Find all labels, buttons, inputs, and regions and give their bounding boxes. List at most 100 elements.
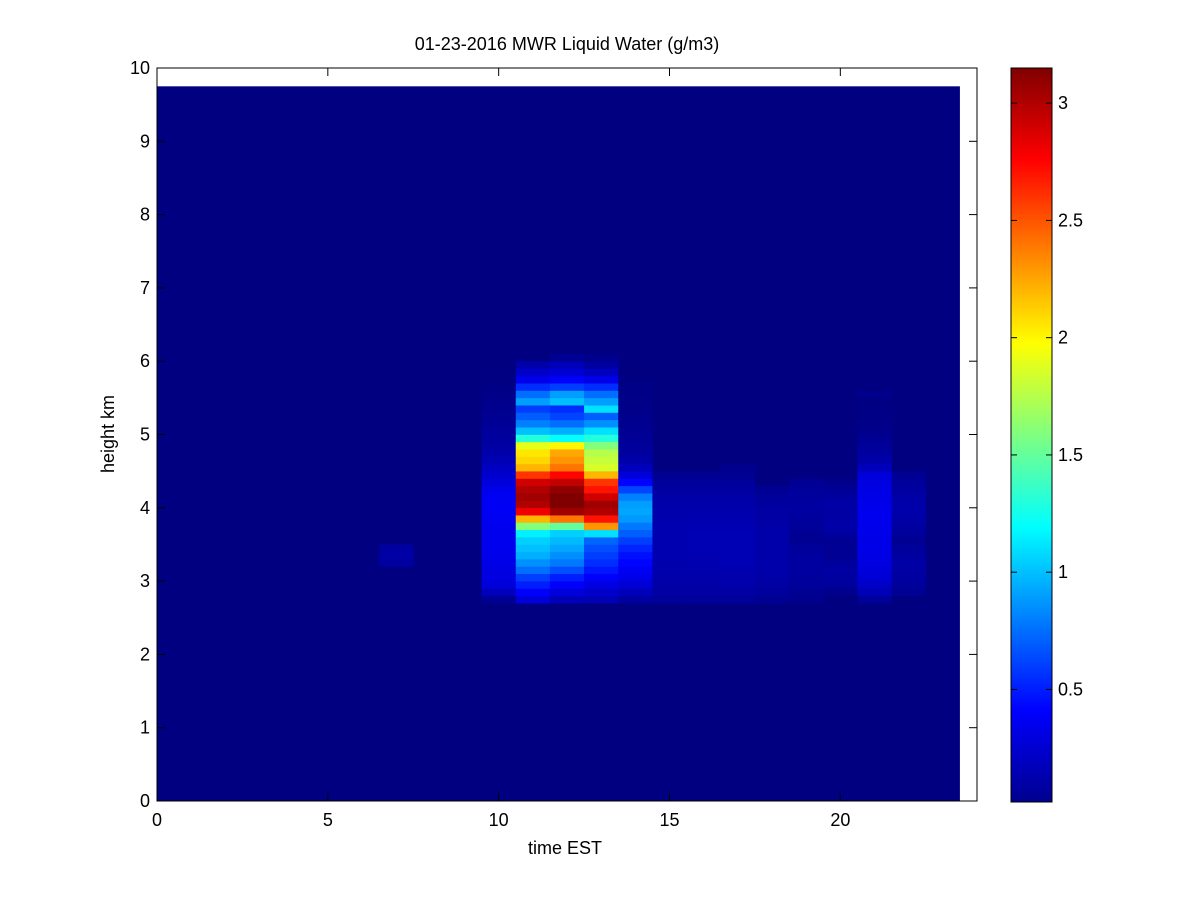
heatmap-cell <box>789 595 824 604</box>
heatmap-cell <box>481 390 517 399</box>
heatmap-cell <box>652 493 687 501</box>
y-axis-label: height km <box>98 395 118 473</box>
heatmap-cell <box>823 573 858 582</box>
x-axis: 0 5 10 15 20 <box>152 68 850 830</box>
heatmap-cell <box>686 471 722 479</box>
heatmap-cell <box>481 449 517 457</box>
heatmap-cell <box>584 390 619 399</box>
heatmap-cell <box>891 478 927 487</box>
heatmap-cell <box>823 515 858 523</box>
heatmap-cell <box>823 566 858 575</box>
heatmap-cell <box>857 427 892 435</box>
heatmap-cell <box>686 595 722 604</box>
heatmap-cell <box>549 478 585 487</box>
heatmap-cell <box>891 573 927 582</box>
x-tick-label: 5 <box>323 810 333 830</box>
heatmap-cell <box>891 588 927 597</box>
heatmap-cell <box>789 529 824 538</box>
heatmap-cell <box>891 485 927 494</box>
heatmap-cell <box>515 588 551 597</box>
heatmap-cell <box>652 471 687 479</box>
heatmap-cell <box>481 463 517 472</box>
heatmap-cell <box>652 529 687 538</box>
heatmap-cell <box>515 581 551 589</box>
heatmap-cell <box>686 529 722 538</box>
y-tick-label: 5 <box>140 425 150 445</box>
x-tick-label: 15 <box>659 810 679 830</box>
heatmap-cell <box>618 463 653 472</box>
heatmap-cell <box>515 573 551 582</box>
heatmap-cell <box>549 515 585 523</box>
heatmap-cell <box>584 353 619 362</box>
heatmap-cell <box>857 390 892 399</box>
heatmap-cell <box>720 544 756 553</box>
heatmap-cell <box>515 537 551 545</box>
heatmap-cell <box>515 559 551 567</box>
heatmap-cell <box>686 522 722 531</box>
heatmap-cell <box>481 559 517 567</box>
heatmap-cell <box>720 478 756 487</box>
x-axis-label: time EST <box>528 838 602 858</box>
heatmap-cell <box>823 493 858 501</box>
heatmap-cell <box>754 544 790 553</box>
heatmap-cell <box>618 485 653 494</box>
heatmap-cell <box>823 588 858 597</box>
heatmap-cell <box>754 493 790 501</box>
heatmap-cell <box>652 544 687 553</box>
heatmap-cell <box>549 434 585 443</box>
heatmap-cell <box>584 427 619 435</box>
heatmap-cell <box>652 522 687 531</box>
heatmap-cell <box>618 449 653 457</box>
heatmap-cell <box>891 551 927 560</box>
heatmap-cell <box>618 456 653 465</box>
colorbar-tick-label: 2 <box>1058 328 1068 348</box>
heatmap-cell <box>823 507 858 516</box>
heatmap-cell <box>857 595 892 604</box>
x-tick-label: 0 <box>152 810 162 830</box>
heatmap-cell <box>481 573 517 582</box>
heatmap-cell <box>652 559 687 567</box>
heatmap-cell <box>857 463 892 472</box>
heatmap-cell <box>549 581 585 589</box>
heatmap-cell <box>823 529 858 538</box>
heatmap-cell <box>515 434 551 443</box>
heatmap-cell <box>857 485 892 494</box>
y-tick-label: 1 <box>140 718 150 738</box>
heatmap-cell <box>686 581 722 589</box>
heatmap-cell <box>481 537 517 545</box>
heatmap-cell <box>584 449 619 457</box>
heatmap-cell <box>584 595 619 604</box>
heatmap-cell <box>823 478 858 487</box>
heatmap-cell <box>754 537 790 545</box>
heatmap-cell <box>379 551 414 560</box>
heatmap-cell <box>481 551 517 560</box>
heatmap-cell <box>823 551 858 560</box>
heatmap-cell <box>652 573 687 582</box>
heatmap-cell <box>720 529 756 538</box>
heatmap-cell <box>549 566 585 575</box>
heatmap-cell <box>857 507 892 516</box>
heatmap-cell <box>584 383 619 391</box>
heatmap-cell <box>857 397 892 406</box>
heatmap-cell <box>481 500 517 509</box>
heatmap-cell <box>754 573 790 582</box>
heatmap-cell <box>549 405 585 413</box>
heatmap-cell <box>549 500 585 509</box>
heatmap-cell <box>584 434 619 443</box>
heatmap-cell <box>789 493 824 501</box>
colorbar-tick-label: 3 <box>1058 93 1068 113</box>
heatmap-cell <box>549 544 585 553</box>
heatmap-cell <box>549 595 585 604</box>
heatmap-cell <box>584 529 619 538</box>
heatmap-cell <box>515 471 551 479</box>
heatmap-cell <box>584 581 619 589</box>
heatmap-cell <box>754 515 790 523</box>
heatmap-cell <box>549 493 585 501</box>
heatmap-cell <box>857 419 892 428</box>
heatmap-cell <box>652 588 687 597</box>
heatmap-cell <box>618 397 653 406</box>
heatmap-cell <box>789 544 824 553</box>
heatmap-cell <box>481 478 517 487</box>
heatmap-cell <box>584 412 619 421</box>
heatmap-cell <box>584 485 619 494</box>
